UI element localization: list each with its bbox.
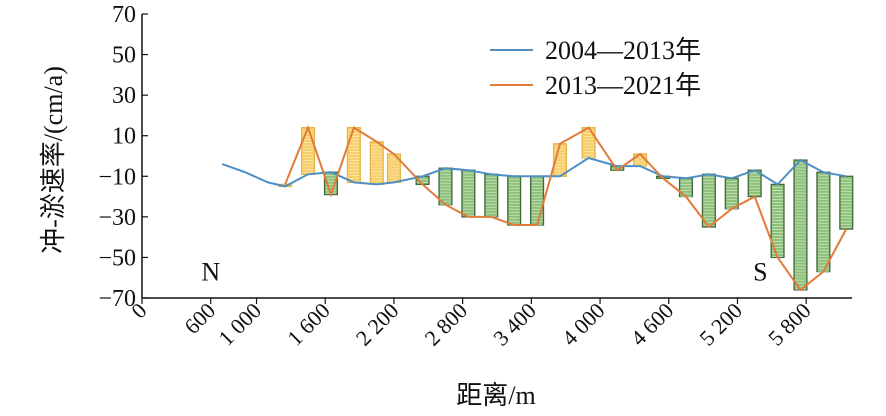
annotation-north: N xyxy=(201,258,220,287)
legend-label-2013-2021: 2013—2021年 xyxy=(545,71,701,100)
increase-bar xyxy=(581,126,596,159)
decrease-bar xyxy=(747,169,762,198)
series-lines xyxy=(221,124,848,292)
x-tick-label: 1 600 xyxy=(282,298,335,351)
x-tick-label: 4 600 xyxy=(626,298,679,351)
x-tick-label: 4 000 xyxy=(557,298,610,351)
y-tick-label: −10 xyxy=(98,164,136,190)
decrease-bar xyxy=(816,171,831,273)
legend-label-2004-2013: 2004—2013年 xyxy=(545,36,701,65)
x-tick-label: 5 800 xyxy=(763,298,816,351)
decrease-bar xyxy=(507,175,522,226)
series-line-0 xyxy=(221,156,847,188)
y-tick-label: −30 xyxy=(98,205,136,231)
annotation-south: S xyxy=(753,258,767,287)
decrease-bar xyxy=(793,159,808,291)
y-tick-label: 30 xyxy=(112,83,136,109)
decrease-bar xyxy=(323,171,339,196)
increase-bar xyxy=(369,141,384,186)
decrease-bar xyxy=(678,177,694,198)
decrease-bar xyxy=(461,169,476,218)
x-tick-label: 0 xyxy=(126,298,151,323)
y-tick-label: 50 xyxy=(112,43,136,69)
decrease-bar xyxy=(724,177,739,210)
axes xyxy=(141,13,852,304)
decrease-bar xyxy=(701,173,716,228)
x-tick-label: 2 200 xyxy=(351,298,404,351)
decrease-bar xyxy=(530,175,545,226)
decrease-bar xyxy=(438,167,453,206)
x-tick-label: 3 400 xyxy=(488,298,541,351)
series-line-1 xyxy=(284,124,848,292)
y-tick-label: 10 xyxy=(112,124,136,150)
y-tick-label: 70 xyxy=(112,2,136,28)
decrease-bar xyxy=(839,175,854,230)
decrease-bar xyxy=(484,173,499,218)
y-axis-label: 冲-淤速率/(cm/a) xyxy=(39,66,68,254)
increase-bar xyxy=(300,126,316,175)
legend: 2004—2013年 2013—2021年 xyxy=(490,36,701,100)
x-axis-label: 距离/m xyxy=(456,381,535,410)
increase-bar xyxy=(346,126,361,184)
x-tick-label: 2 800 xyxy=(420,298,473,351)
y-tick-label: −50 xyxy=(98,245,136,271)
x-tick-label: 1 000 xyxy=(213,298,266,351)
y-tick-label: −70 xyxy=(98,286,136,312)
x-tick-label: 5 200 xyxy=(694,298,747,351)
